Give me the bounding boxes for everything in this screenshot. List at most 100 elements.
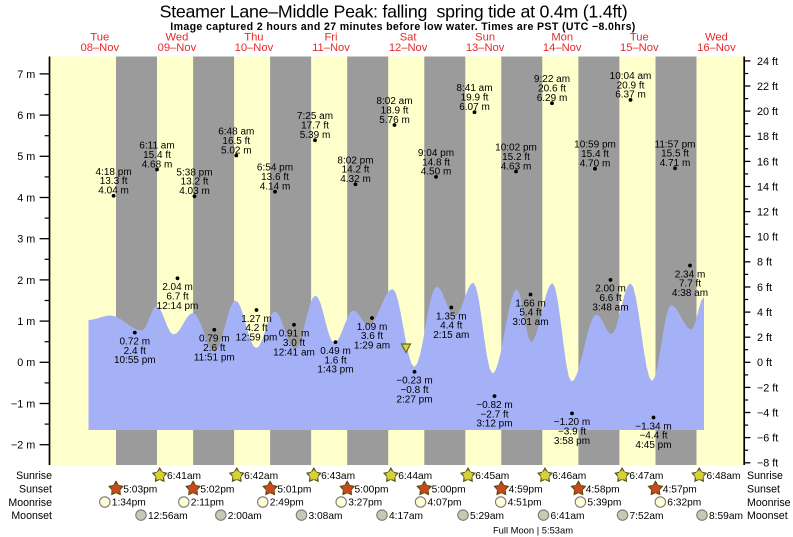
- svg-text:6:48 am: 6:48 am: [218, 127, 254, 138]
- svg-text:Sun: Sun: [475, 32, 495, 44]
- svg-text:4:58pm: 4:58pm: [586, 484, 620, 495]
- svg-text:14–Nov: 14–Nov: [543, 42, 582, 54]
- svg-text:2.34 m: 2.34 m: [675, 269, 706, 280]
- svg-text:0.79 m: 0.79 m: [199, 334, 230, 345]
- svg-text:3:48 am: 3:48 am: [592, 303, 628, 314]
- svg-text:3:58 pm: 3:58 pm: [554, 436, 590, 447]
- svg-text:6:54 pm: 6:54 pm: [257, 163, 293, 174]
- svg-text:14 ft: 14 ft: [757, 181, 778, 193]
- svg-text:10–Nov: 10–Nov: [235, 42, 274, 54]
- svg-text:3.6 ft: 3.6 ft: [361, 331, 383, 342]
- svg-text:3:01 am: 3:01 am: [512, 317, 548, 328]
- svg-text:5:39pm: 5:39pm: [587, 498, 621, 509]
- svg-text:Fri: Fri: [324, 32, 337, 44]
- svg-text:6.7 ft: 6.7 ft: [166, 292, 188, 303]
- svg-text:6.6 ft: 6.6 ft: [599, 293, 621, 304]
- svg-text:6:41am: 6:41am: [167, 471, 201, 482]
- svg-text:2.4 ft: 2.4 ft: [124, 346, 146, 357]
- svg-text:Sunrise: Sunrise: [747, 470, 783, 482]
- svg-text:2.04 m: 2.04 m: [162, 282, 193, 293]
- svg-text:5:01pm: 5:01pm: [277, 484, 311, 495]
- svg-text:−2 ft: −2 ft: [757, 382, 778, 394]
- svg-text:−0.23 m: −0.23 m: [396, 376, 432, 387]
- svg-text:2.6 ft: 2.6 ft: [203, 343, 225, 354]
- svg-text:16.5 ft: 16.5 ft: [222, 136, 250, 147]
- svg-text:4:18 pm: 4:18 pm: [96, 167, 132, 178]
- svg-text:Mon: Mon: [551, 32, 573, 44]
- svg-text:−3.9 ft: −3.9 ft: [558, 427, 586, 438]
- svg-text:Wed: Wed: [705, 32, 728, 44]
- svg-text:1:29 am: 1:29 am: [354, 341, 390, 352]
- svg-text:4:57pm: 4:57pm: [663, 484, 697, 495]
- svg-text:6.07 m: 6.07 m: [459, 102, 490, 113]
- svg-text:3:27pm: 3:27pm: [348, 498, 382, 509]
- svg-text:6:48am: 6:48am: [707, 471, 741, 482]
- svg-text:2.00 m: 2.00 m: [595, 284, 626, 295]
- svg-text:8:41 am: 8:41 am: [456, 83, 492, 94]
- svg-text:5:03pm: 5:03pm: [123, 484, 157, 495]
- svg-text:0 m: 0 m: [17, 357, 35, 369]
- svg-text:1.66 m: 1.66 m: [515, 298, 546, 309]
- svg-text:Tue: Tue: [90, 32, 109, 44]
- svg-text:2:00am: 2:00am: [228, 511, 262, 522]
- svg-text:8 ft: 8 ft: [757, 257, 772, 269]
- svg-text:Tue: Tue: [630, 32, 649, 44]
- svg-text:6:45am: 6:45am: [475, 471, 509, 482]
- svg-text:Thu: Thu: [244, 32, 263, 44]
- svg-text:16–Nov: 16–Nov: [697, 42, 736, 54]
- svg-text:0.49 m: 0.49 m: [320, 346, 351, 357]
- svg-text:8:02 am: 8:02 am: [376, 96, 412, 107]
- svg-text:3:12 pm: 3:12 pm: [476, 419, 512, 430]
- svg-text:1 m: 1 m: [17, 316, 35, 328]
- svg-text:09–Nov: 09–Nov: [158, 42, 197, 54]
- svg-text:10:59 pm: 10:59 pm: [574, 140, 616, 151]
- svg-text:2 ft: 2 ft: [757, 332, 772, 344]
- svg-text:6:44am: 6:44am: [398, 471, 432, 482]
- svg-text:5:29am: 5:29am: [470, 511, 504, 522]
- svg-text:Sunrise: Sunrise: [16, 470, 52, 482]
- svg-text:Sat: Sat: [400, 32, 418, 44]
- svg-text:1.27 m: 1.27 m: [241, 314, 272, 325]
- svg-text:15.5 ft: 15.5 ft: [661, 149, 689, 160]
- svg-text:Moonrise: Moonrise: [747, 497, 791, 509]
- svg-text:10:02 pm: 10:02 pm: [495, 143, 537, 154]
- svg-text:6:47am: 6:47am: [629, 471, 663, 482]
- svg-text:4.32 m: 4.32 m: [340, 174, 371, 185]
- svg-text:4:51pm: 4:51pm: [508, 498, 542, 509]
- svg-text:8:59am: 8:59am: [709, 511, 743, 522]
- svg-text:8:02 pm: 8:02 pm: [337, 155, 373, 166]
- svg-text:4:07pm: 4:07pm: [428, 498, 462, 509]
- svg-text:4 m: 4 m: [17, 192, 35, 204]
- svg-text:4.14 m: 4.14 m: [260, 182, 291, 193]
- svg-text:−4 ft: −4 ft: [757, 407, 778, 419]
- svg-text:Moonrise: Moonrise: [8, 497, 52, 509]
- svg-text:5:38 pm: 5:38 pm: [176, 167, 212, 178]
- svg-text:20 ft: 20 ft: [757, 106, 778, 118]
- svg-text:−8 ft: −8 ft: [757, 458, 778, 470]
- svg-text:13.2 ft: 13.2 ft: [181, 177, 209, 188]
- svg-text:−6 ft: −6 ft: [757, 433, 778, 445]
- svg-text:4:59pm: 4:59pm: [509, 484, 543, 495]
- svg-text:2:15 am: 2:15 am: [433, 330, 469, 341]
- svg-text:9:04 pm: 9:04 pm: [418, 148, 454, 159]
- svg-text:3:08am: 3:08am: [309, 511, 343, 522]
- svg-text:1.6 ft: 1.6 ft: [324, 355, 346, 366]
- svg-text:6 ft: 6 ft: [757, 282, 772, 294]
- svg-text:12:56am: 12:56am: [148, 511, 188, 522]
- svg-text:5:02pm: 5:02pm: [200, 484, 234, 495]
- svg-text:0 ft: 0 ft: [757, 357, 772, 369]
- svg-text:6 m: 6 m: [17, 110, 35, 122]
- svg-text:Full Moon | 5:53am: Full Moon | 5:53am: [493, 525, 573, 536]
- svg-text:7:25 am: 7:25 am: [297, 111, 333, 122]
- svg-text:15.4 ft: 15.4 ft: [143, 150, 171, 161]
- svg-text:16 ft: 16 ft: [757, 156, 778, 168]
- svg-text:3 m: 3 m: [17, 234, 35, 246]
- svg-text:2:49pm: 2:49pm: [270, 498, 304, 509]
- svg-text:20.6 ft: 20.6 ft: [538, 84, 566, 95]
- svg-text:10:55 pm: 10:55 pm: [114, 355, 156, 366]
- svg-text:−1.34 m: −1.34 m: [635, 421, 671, 432]
- svg-text:15.4 ft: 15.4 ft: [581, 149, 609, 160]
- svg-text:9:22 am: 9:22 am: [534, 74, 570, 85]
- svg-text:5.39 m: 5.39 m: [300, 130, 331, 141]
- svg-text:4.4 ft: 4.4 ft: [440, 321, 462, 332]
